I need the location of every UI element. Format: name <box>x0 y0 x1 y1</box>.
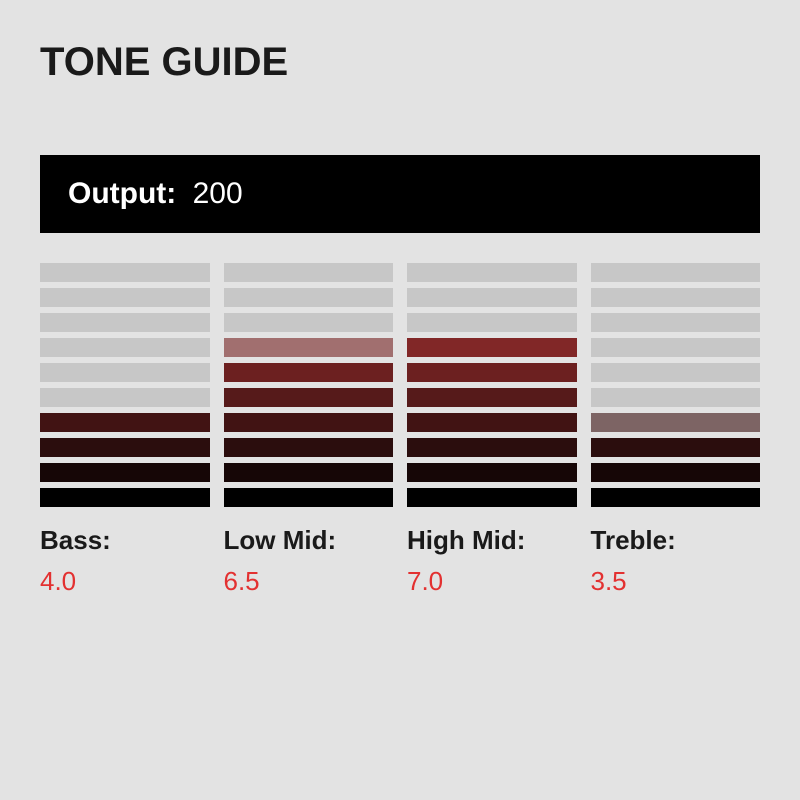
tone-segment <box>224 338 394 357</box>
band-segments <box>591 263 761 507</box>
tone-segment <box>224 463 394 482</box>
tone-segment <box>40 263 210 282</box>
tone-segment <box>591 363 761 382</box>
tone-segment <box>40 288 210 307</box>
output-bar: Output: 200 <box>40 155 760 233</box>
tone-segment <box>591 338 761 357</box>
tone-bar-chart: Bass: 4.0 Low Mid: 6.5 High Mid: 7.0 Treble: 3.… <box>40 263 760 597</box>
tone-segment <box>407 338 577 357</box>
tone-segment <box>591 463 761 482</box>
tone-segment <box>591 413 761 432</box>
tone-segment <box>224 413 394 432</box>
tone-segment <box>224 363 394 382</box>
band-segments <box>224 263 394 507</box>
tone-segment <box>224 263 394 282</box>
tone-segment <box>591 388 761 407</box>
band-label: Low Mid: <box>224 525 394 556</box>
tone-segment <box>224 438 394 457</box>
tone-segment <box>407 463 577 482</box>
tone-segment <box>224 313 394 332</box>
tone-segment <box>591 488 761 507</box>
band-label: Treble: <box>591 525 761 556</box>
page-title: TONE GUIDE <box>40 40 760 85</box>
output-label: Output: <box>68 177 176 210</box>
tone-segment <box>40 413 210 432</box>
band-segments <box>407 263 577 507</box>
tone-segment <box>591 263 761 282</box>
tone-segment <box>407 413 577 432</box>
band-column: High Mid: 7.0 <box>407 263 577 597</box>
band-label: High Mid: <box>407 525 577 556</box>
tone-segment <box>407 363 577 382</box>
tone-guide-panel: TONE GUIDE Output: 200 Bass: 4.0 Low Mid: 6… <box>0 0 800 597</box>
tone-segment <box>407 288 577 307</box>
tone-segment <box>224 488 394 507</box>
band-segments <box>40 263 210 507</box>
tone-segment <box>407 388 577 407</box>
band-column: Treble: 3.5 <box>591 263 761 597</box>
tone-segment <box>40 438 210 457</box>
band-value: 4.0 <box>40 566 210 597</box>
tone-segment <box>40 388 210 407</box>
tone-segment <box>40 488 210 507</box>
tone-segment <box>224 388 394 407</box>
tone-segment <box>40 463 210 482</box>
tone-segment <box>407 488 577 507</box>
band-value: 6.5 <box>224 566 394 597</box>
band-column: Low Mid: 6.5 <box>224 263 394 597</box>
tone-segment <box>591 288 761 307</box>
band-value: 7.0 <box>407 566 577 597</box>
tone-segment <box>407 438 577 457</box>
tone-segment <box>40 363 210 382</box>
tone-segment <box>591 313 761 332</box>
tone-segment <box>40 313 210 332</box>
tone-segment <box>591 438 761 457</box>
band-column: Bass: 4.0 <box>40 263 210 597</box>
tone-segment <box>224 288 394 307</box>
output-value: 200 <box>193 177 243 210</box>
tone-segment <box>407 313 577 332</box>
band-value: 3.5 <box>591 566 761 597</box>
tone-segment <box>407 263 577 282</box>
band-label: Bass: <box>40 525 210 556</box>
tone-segment <box>40 338 210 357</box>
